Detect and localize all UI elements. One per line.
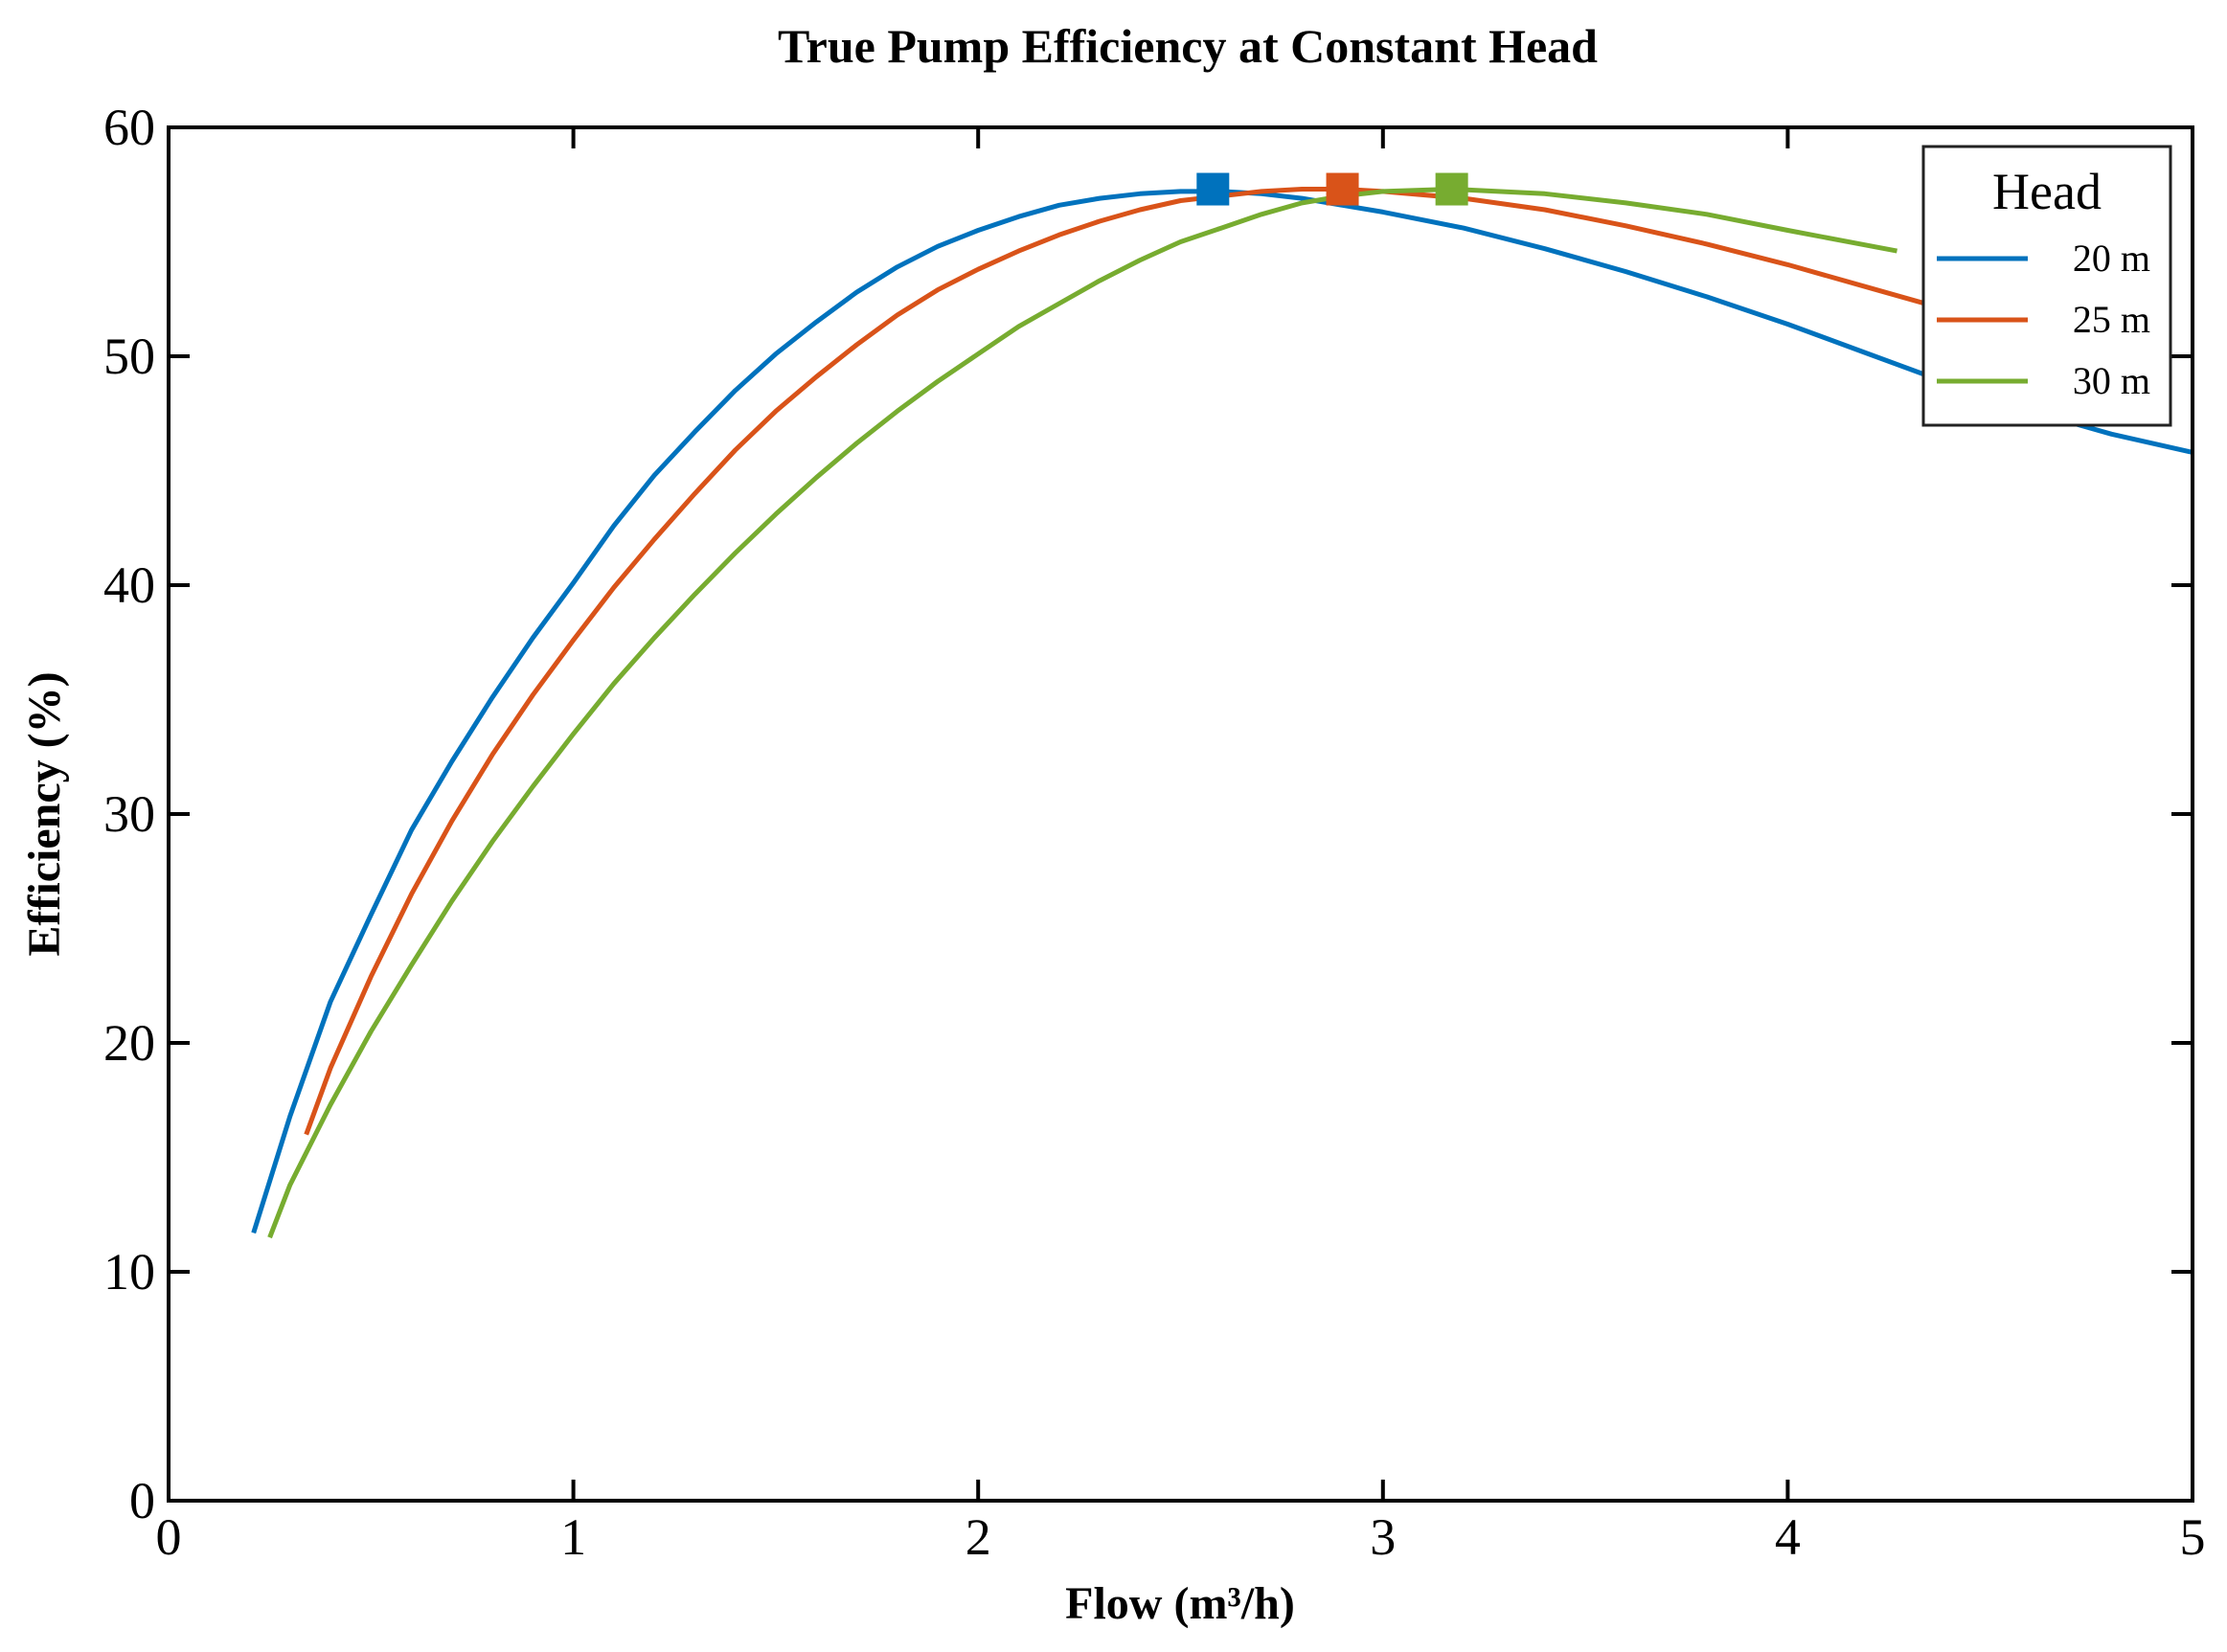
x-tick-label: 5 <box>2180 1508 2206 1566</box>
plot-frame <box>167 125 2194 1503</box>
legend-title: Head <box>1992 163 2102 220</box>
chart-title: True Pump Efficiency at Constant Head <box>778 19 1598 73</box>
y-tick-label: 10 <box>103 1243 155 1301</box>
y-axis-label: Efficiency (%) <box>19 671 70 956</box>
y-tick-label: 0 <box>129 1472 155 1529</box>
y-tick-label: 20 <box>103 1014 155 1072</box>
legend-label-30-m: 30 m <box>2073 359 2150 402</box>
y-tick-label: 30 <box>103 785 155 843</box>
x-tick-label: 3 <box>1370 1508 1396 1566</box>
y-tick-label: 50 <box>103 328 155 385</box>
y-tick-label: 40 <box>103 556 155 614</box>
legend-label-20-m: 20 m <box>2073 237 2150 280</box>
peak-marker-30-m <box>1435 172 1468 206</box>
peak-marker-20-m <box>1196 172 1230 206</box>
series-layer <box>251 187 2193 1239</box>
legend-label-25-m: 25 m <box>2073 298 2150 341</box>
series-line-30-m <box>267 187 1897 1239</box>
legend: Head 20 m 25 m 30 m <box>1921 145 2172 427</box>
markers-layer <box>1196 172 1468 206</box>
x-axis-label: Flow (m³/h) <box>1065 1578 1295 1629</box>
series-line-20-m <box>251 189 2193 1234</box>
x-tick-label: 1 <box>560 1508 586 1566</box>
series-line-25-m <box>304 187 2048 1136</box>
legend-entries: 20 m 25 m 30 m <box>1937 237 2150 402</box>
x-tick-label: 0 <box>156 1508 182 1566</box>
peak-marker-25-m <box>1326 172 1359 206</box>
y-tick-label: 60 <box>103 99 155 156</box>
x-tick-label: 2 <box>966 1508 991 1566</box>
x-tick-label: 4 <box>1775 1508 1801 1566</box>
